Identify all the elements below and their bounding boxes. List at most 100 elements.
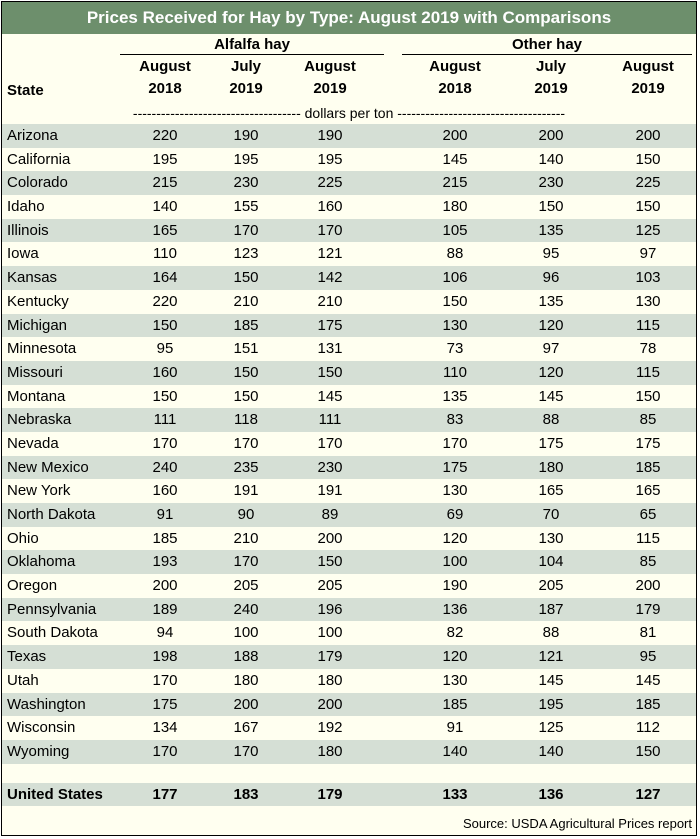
table-cell: 121 <box>538 648 564 666</box>
table-cell: 150 <box>317 553 343 571</box>
table-cell: 115 <box>636 316 660 334</box>
column-header: July 2019 <box>229 58 263 97</box>
table-cell: 91 <box>446 719 464 737</box>
table-cell: 179 <box>317 648 343 666</box>
table-cell: 190 <box>442 577 468 595</box>
state-name: California <box>7 150 71 168</box>
column-header: August 2019 <box>304 58 356 97</box>
table-cell: 192 <box>317 719 343 737</box>
table-row: Ohio 185 210 200 120 130 115 <box>2 526 696 551</box>
table-cell: 183 <box>233 785 259 803</box>
table-cell: 115 <box>636 363 660 381</box>
table-cell: 142 <box>317 269 343 287</box>
table-row: Colorado 215 230 225 215 230 225 <box>2 171 696 196</box>
state-name: Ohio <box>7 529 39 547</box>
table-cell: 150 <box>152 316 178 334</box>
column-header: August 2018 <box>139 58 191 97</box>
table-row: Kentucky 220 210 210 150 135 130 <box>2 289 696 314</box>
table-cell: 100 <box>317 624 343 642</box>
table-cell: 205 <box>233 577 259 595</box>
table-cell: 85 <box>639 553 657 571</box>
table-cell: 125 <box>635 221 661 239</box>
table-cell: 200 <box>233 695 259 713</box>
table-row: Michigan 150 185 175 130 120 115 <box>2 313 696 338</box>
table-row: Minnesota 95 151 131 73 97 78 <box>2 337 696 361</box>
table-cell: 100 <box>233 624 259 642</box>
table-cell: 225 <box>635 174 661 192</box>
table-cell: 95 <box>156 340 174 358</box>
table-cell: 95 <box>542 245 560 263</box>
table-cell: 170 <box>317 434 343 452</box>
table-cell: 97 <box>542 340 560 358</box>
table-cell: 180 <box>538 458 564 476</box>
table-cell: 215 <box>442 174 468 192</box>
table-cell: 215 <box>152 174 178 192</box>
table-row: Oklahoma 193 170 150 100 104 85 <box>2 550 696 575</box>
table-cell: 130 <box>442 671 468 689</box>
table-cell: 145 <box>538 671 564 689</box>
state-name: Kentucky <box>7 292 69 310</box>
table-row: Illinois 165 170 170 105 135 125 <box>2 218 696 243</box>
table-cell: 150 <box>152 387 178 405</box>
table-cell: 91 <box>156 506 174 523</box>
table-cell: 210 <box>317 292 343 310</box>
table-cell: 130 <box>538 529 564 547</box>
table-cell: 65 <box>639 506 657 523</box>
table-title: Prices Received for Hay by Type: August … <box>2 2 696 34</box>
column-header: August 2019 <box>622 58 674 97</box>
table-cell: 135 <box>538 221 564 239</box>
table-cell: 140 <box>538 150 564 168</box>
table-row: Washington 175 200 200 185 195 185 <box>2 692 696 717</box>
table-cell: 170 <box>233 434 259 452</box>
table-cell: 195 <box>152 150 178 168</box>
state-name: Wyoming <box>7 742 70 760</box>
table-cell: 106 <box>442 269 468 287</box>
table-cell: 200 <box>442 127 468 144</box>
table-cell: 140 <box>152 198 178 216</box>
state-name: North Dakota <box>7 506 96 523</box>
table-cell: 85 <box>639 411 657 429</box>
table-cell: 123 <box>233 245 259 263</box>
table-cell: 179 <box>635 600 661 618</box>
state-name: South Dakota <box>7 624 98 642</box>
table-cell: 150 <box>635 150 661 168</box>
table-cell: 140 <box>442 742 468 760</box>
table-cell: 177 <box>152 785 178 803</box>
table-cell: 127 <box>635 785 661 803</box>
table-cell: 164 <box>152 269 178 287</box>
group-other-hay: Other hay <box>402 36 692 55</box>
table-cell: 190 <box>233 127 259 144</box>
table-row: Utah 170 180 180 130 145 145 <box>2 668 696 693</box>
units-label: ------------------------------------ dol… <box>132 105 566 121</box>
state-name: Michigan <box>7 316 68 334</box>
table-row: Texas 198 188 179 120 121 95 <box>2 645 696 669</box>
table-row: Oregon 200 205 205 190 205 200 <box>2 574 696 598</box>
table-cell: 200 <box>538 127 564 144</box>
table-cell: 88 <box>542 624 560 642</box>
table-cell: 120 <box>442 648 468 666</box>
table-cell: 135 <box>442 387 468 405</box>
table-cell: 135 <box>538 292 564 310</box>
state-header: State <box>7 82 44 99</box>
table-row: Montana 150 150 145 135 145 150 <box>2 384 696 409</box>
table-cell: 150 <box>635 198 661 216</box>
table-row: Iowa 110 123 121 88 95 97 <box>2 242 696 267</box>
table-cell: 121 <box>317 245 343 263</box>
table-cell: 210 <box>233 529 259 547</box>
table-cell: 110 <box>443 363 467 381</box>
table-row: New York 160 191 191 130 165 165 <box>2 479 696 503</box>
table-cell: 96 <box>542 269 560 287</box>
table-cell: 230 <box>317 458 343 476</box>
table-cell: 170 <box>233 553 259 571</box>
table-cell: 160 <box>317 198 343 216</box>
table-cell: 120 <box>442 529 468 547</box>
table-cell: 170 <box>233 742 259 760</box>
group-alfalfa-hay: Alfalfa hay <box>120 36 384 55</box>
table-cell: 103 <box>635 269 661 287</box>
state-name: Arizona <box>7 127 58 144</box>
table-cell: 205 <box>317 577 343 595</box>
table-cell: 134 <box>152 719 178 737</box>
table-cell: 180 <box>442 198 468 216</box>
table-cell: 200 <box>635 127 661 144</box>
table-cell: 165 <box>635 482 661 500</box>
